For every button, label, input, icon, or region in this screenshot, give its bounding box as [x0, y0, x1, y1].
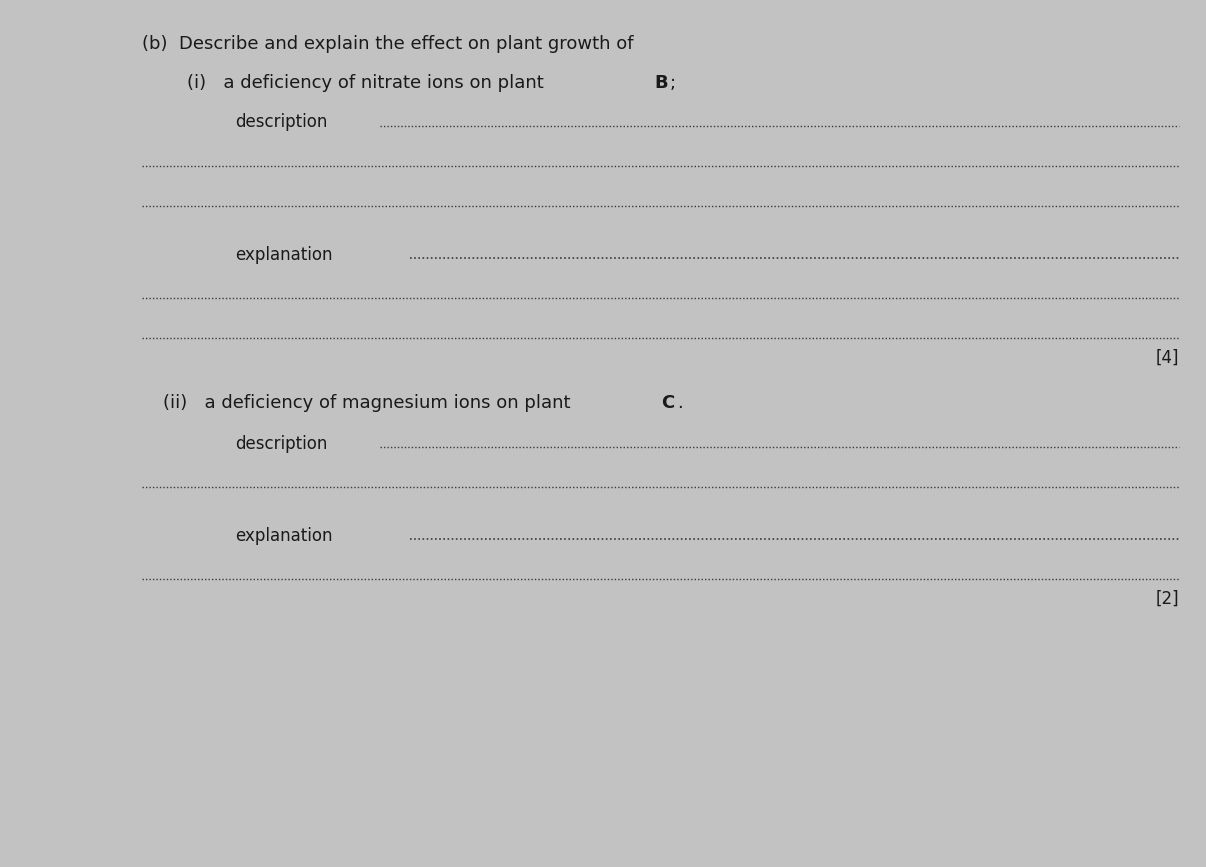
Text: (ii)   a deficiency of magnesium ions on plant: (ii) a deficiency of magnesium ions on p…	[163, 394, 576, 413]
Text: description: description	[235, 435, 328, 453]
Text: explanation: explanation	[235, 527, 333, 545]
Text: description: description	[235, 113, 328, 131]
Text: .: .	[678, 394, 683, 413]
Text: B: B	[654, 74, 667, 92]
Text: (i)   a deficiency of nitrate ions on plant: (i) a deficiency of nitrate ions on plan…	[187, 74, 550, 92]
Text: C: C	[662, 394, 675, 413]
Text: [2]: [2]	[1155, 590, 1179, 608]
Text: explanation: explanation	[235, 246, 333, 264]
Text: ;: ;	[669, 74, 675, 92]
Text: [4]: [4]	[1157, 349, 1179, 367]
Text: (b)  Describe and explain the effect on plant growth of: (b) Describe and explain the effect on p…	[142, 35, 634, 53]
